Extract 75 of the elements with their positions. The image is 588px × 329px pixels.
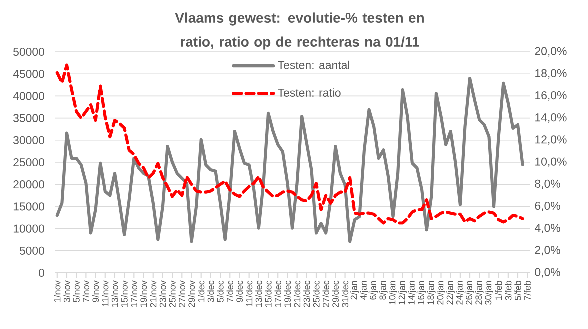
- y2-tick-label: 4,0%: [534, 224, 560, 234]
- legend-label: Testen: ratio: [278, 88, 341, 97]
- x-tick-label: 13/nov: [112, 280, 118, 308]
- x-tick-label: 29/nov: [188, 280, 196, 308]
- y2-tick-label: 0,0%: [535, 268, 560, 278]
- x-tick-label: 15/dec: [265, 280, 272, 308]
- y-tick-label: 45000: [13, 70, 44, 78]
- y-tick-label: 20000: [14, 180, 44, 189]
- x-tick-label: 27/dec: [322, 280, 330, 308]
- x-tick-label: 7/dec: [226, 280, 234, 302]
- y2-tick-label: 6,0%: [535, 202, 560, 212]
- x-tick-label: 23/dec: [304, 280, 310, 308]
- x-tick-label: 1/dec: [198, 280, 205, 302]
- x-tick-label: 5/nov: [73, 280, 80, 302]
- x-tick-label: 4/jan: [360, 281, 369, 300]
- x-tick-label: 27/nov: [178, 280, 186, 308]
- x-tick-label: 1/nov: [54, 280, 61, 302]
- x-tick-label: 12/jan: [398, 281, 408, 305]
- y-tick-label: 35000: [14, 114, 44, 122]
- y-tick-label: 40000: [13, 92, 44, 100]
- y2-tick-label: 2,0%: [535, 246, 560, 256]
- x-tick-label: 3/nov: [64, 280, 70, 302]
- y-tick-label: 25000: [14, 158, 44, 167]
- y-tick-label: 10000: [14, 224, 44, 233]
- x-tick-label: 28/jan: [475, 281, 484, 305]
- x-tick-label: 8/jan: [379, 281, 388, 300]
- x-tick-label: 7/nov: [82, 280, 90, 302]
- x-tick-label: 5/feb: [514, 280, 522, 300]
- chart-title: Vlaams gewest: evolutie-% testen en ratio, ratio op de rechteras na 01/11: [175, 12, 424, 50]
- x-tick-label: 1/feb: [495, 280, 502, 300]
- x-tick-label: 21/dec: [294, 280, 301, 308]
- y2-tick-label: 16,0%: [536, 91, 567, 101]
- x-tick-label: 5/dec: [217, 280, 224, 302]
- y-tick-label: 15000: [14, 202, 44, 211]
- x-tick-label: 14/jan: [408, 281, 417, 305]
- y2-tick-label: 18,0%: [536, 69, 567, 79]
- y2-tick-label: 8,0%: [535, 180, 560, 190]
- x-tick-label: 19/dec: [284, 280, 292, 308]
- x-tick-label: 9/nov: [92, 280, 100, 302]
- x-tick-label: 11/dec: [246, 280, 253, 306]
- x-tick-label: 22/jan: [446, 281, 456, 305]
- x-tick-label: 9/dec: [236, 280, 244, 302]
- x-tick-label: 30/jan: [485, 281, 494, 305]
- y2-tick-label: 10,0%: [536, 158, 567, 168]
- y2-tick-label: 20,0%: [535, 47, 567, 57]
- y2-tick-label: 12,0%: [536, 136, 567, 146]
- x-tick-label: 6/jan: [370, 281, 378, 300]
- x-tick-label: 17/nov: [130, 280, 138, 308]
- x-tick-label: 3/dec: [208, 280, 214, 302]
- x-tick-label: 21/nov: [150, 280, 157, 308]
- x-tick-label: 19/nov: [140, 280, 148, 308]
- x-tick-label: 11/nov: [102, 280, 109, 306]
- legend-label: Testen: aantal: [278, 60, 350, 70]
- x-tick-label: 13/dec: [256, 280, 262, 308]
- x-tick-label: 23/nov: [160, 280, 166, 308]
- x-tick-label: 29/dec: [332, 280, 340, 308]
- y-tick-label: 50000: [14, 48, 44, 56]
- x-tick-label: 20/jan: [437, 281, 446, 305]
- x-tick-label: 7/feb: [524, 280, 531, 300]
- x-tick-label: 17/dec: [274, 280, 282, 308]
- y2-tick-label: 14,0%: [536, 114, 567, 124]
- x-tick-label: 18/jan: [427, 281, 436, 305]
- x-tick-label: 25/nov: [169, 280, 176, 308]
- x-tick-label: 2/jan: [350, 281, 360, 300]
- x-tick-label: 3/feb: [505, 280, 512, 300]
- y-tick-label: 0: [39, 268, 44, 278]
- y-tick-label: 5000: [20, 246, 44, 255]
- x-tick-label: 10/jan: [389, 281, 398, 305]
- y-tick-label: 30000: [14, 136, 44, 144]
- x-tick-label: 26/jan: [466, 281, 474, 305]
- x-tick-label: 24/jan: [456, 281, 465, 305]
- x-tick-label: 31/dec: [342, 280, 349, 308]
- x-tick-label: 25/dec: [313, 280, 320, 308]
- x-tick-label: 16/jan: [418, 281, 426, 305]
- x-tick-label: 15/nov: [121, 280, 128, 308]
